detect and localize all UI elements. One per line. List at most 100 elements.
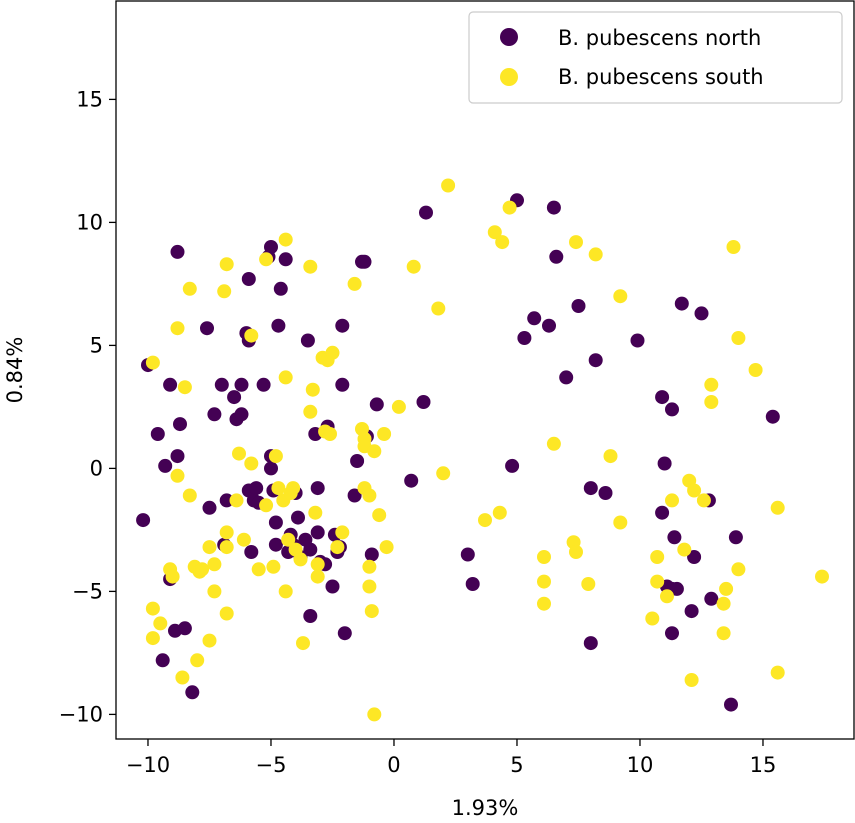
south-point-65 — [362, 488, 377, 503]
south-point-66 — [362, 559, 377, 574]
south-point-58 — [335, 525, 350, 540]
north-point-29 — [249, 481, 264, 496]
x-tick-label: −10 — [126, 753, 170, 777]
north-point-72 — [404, 473, 419, 488]
south-point-34 — [268, 449, 283, 464]
south-point-19 — [207, 584, 222, 599]
north-point-85 — [571, 299, 586, 313]
south-point-99 — [665, 493, 679, 508]
legend-label-south: B. pubescens south — [558, 65, 764, 89]
north-point-50 — [303, 542, 318, 557]
south-point-6 — [170, 321, 185, 336]
south-point-110 — [726, 240, 741, 254]
north-point-71 — [369, 397, 384, 412]
north-point-88 — [588, 353, 603, 368]
north-point-82 — [546, 200, 561, 215]
points-layer — [136, 178, 829, 722]
south-point-67 — [364, 604, 379, 619]
south-point-13 — [190, 653, 205, 668]
south-point-108 — [716, 626, 731, 641]
south-point-68 — [367, 707, 382, 722]
south-point-30 — [251, 562, 266, 577]
south-point-5 — [165, 569, 180, 584]
north-point-62 — [335, 318, 350, 333]
north-point-36 — [268, 515, 283, 530]
north-point-81 — [542, 318, 556, 333]
north-point-33 — [264, 240, 278, 254]
south-point-7 — [170, 468, 185, 483]
south-point-103 — [687, 483, 702, 498]
north-point-22 — [234, 407, 249, 422]
south-point-72 — [379, 540, 394, 555]
x-tick-label: 10 — [627, 753, 654, 777]
x-tick-label: 5 — [510, 753, 523, 777]
north-point-86 — [583, 636, 598, 651]
north-point-37 — [268, 537, 283, 552]
plot-frame — [115, 0, 855, 740]
south-point-97 — [650, 550, 665, 564]
south-point-57 — [330, 540, 345, 555]
north-point-100 — [674, 296, 689, 311]
south-point-38 — [278, 370, 293, 385]
north-point-14 — [202, 500, 217, 515]
south-point-50 — [310, 557, 325, 572]
north-point-89 — [598, 486, 613, 500]
north-point-101 — [684, 604, 699, 619]
south-point-48 — [305, 382, 320, 397]
north-point-0 — [136, 513, 151, 528]
north-point-13 — [200, 321, 214, 336]
south-point-24 — [219, 606, 234, 621]
south-point-21 — [219, 257, 234, 272]
north-point-102 — [687, 550, 702, 564]
north-point-90 — [630, 333, 645, 348]
south-point-2 — [145, 355, 160, 370]
north-point-8 — [173, 417, 187, 432]
south-point-95 — [645, 611, 660, 626]
south-point-98 — [660, 589, 674, 604]
south-point-106 — [704, 395, 719, 409]
south-point-47 — [303, 404, 318, 419]
south-point-107 — [716, 596, 731, 611]
south-point-0 — [145, 601, 160, 616]
south-point-51 — [310, 569, 325, 584]
south-point-112 — [731, 562, 746, 577]
south-point-70 — [372, 508, 387, 523]
north-point-80 — [527, 311, 542, 326]
north-point-108 — [765, 409, 780, 424]
north-point-41 — [278, 252, 293, 267]
south-point-102 — [684, 673, 699, 687]
south-point-40 — [281, 532, 296, 547]
north-point-6 — [170, 244, 185, 259]
south-point-46 — [303, 259, 318, 274]
north-point-31 — [256, 377, 271, 392]
north-point-97 — [665, 402, 679, 417]
legend: B. pubescens north B. pubescens south — [468, 11, 843, 104]
south-point-8 — [175, 670, 190, 685]
south-point-56 — [325, 345, 340, 360]
north-point-66 — [350, 454, 365, 468]
south-point-109 — [719, 581, 734, 596]
north-point-54 — [310, 481, 325, 496]
south-point-64 — [362, 579, 377, 594]
y-axis-label: 0.84% — [3, 337, 27, 404]
south-point-105 — [704, 377, 719, 392]
south-point-83 — [537, 550, 551, 564]
south-point-39 — [278, 232, 293, 247]
south-point-93 — [613, 289, 628, 304]
north-point-21 — [234, 377, 249, 392]
south-point-111 — [731, 331, 746, 345]
south-point-76 — [436, 466, 451, 481]
y-tick-label: 5 — [90, 333, 103, 357]
plot-area — [116, 1, 854, 739]
x-axis-label: 1.93% — [452, 796, 519, 820]
north-point-63 — [335, 377, 350, 392]
north-point-5 — [163, 377, 178, 392]
south-point-33 — [266, 559, 281, 574]
south-point-18 — [207, 557, 222, 572]
north-point-7 — [170, 449, 185, 464]
south-point-59 — [347, 276, 362, 291]
north-point-99 — [669, 581, 684, 596]
north-point-3 — [158, 458, 173, 473]
south-point-26 — [232, 446, 246, 461]
south-point-86 — [546, 436, 561, 451]
